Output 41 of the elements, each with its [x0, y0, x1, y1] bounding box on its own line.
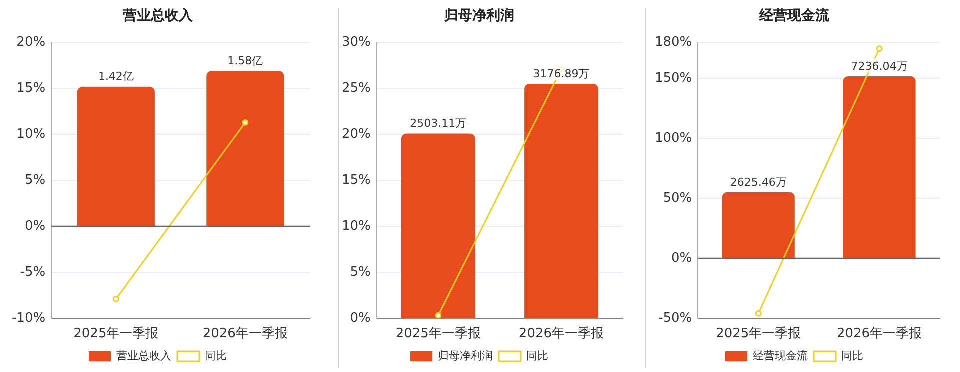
data-label: 3176.89万: [533, 67, 590, 80]
x-tick-label: 2025年一季报: [716, 326, 802, 342]
y-tick-label: 100%: [654, 131, 692, 146]
legend-label: 归母净利润: [438, 349, 493, 362]
y-tick-label: 180%: [654, 35, 692, 50]
y-tick-label: 20%: [342, 127, 371, 142]
x-tick-label: 2025年一季报: [74, 326, 159, 342]
data-label: 2625.46万: [730, 176, 787, 189]
data-label: 2503.11万: [410, 117, 467, 130]
y-tick-label: 50%: [663, 190, 692, 206]
chart-title: 营业总收入: [122, 8, 194, 24]
y-tick-label: -5%: [20, 264, 46, 280]
y-tick-label: 5%: [24, 172, 46, 188]
data-label: 1.42亿: [98, 70, 134, 84]
y-tick-label: 15%: [16, 81, 46, 96]
data-label: 7236.04万: [851, 60, 908, 73]
y-tick-label: 30%: [342, 35, 371, 50]
y-tick-label: 150%: [654, 71, 692, 86]
y-tick-label: 0%: [672, 250, 692, 266]
x-tick-label: 2025年一季报: [396, 326, 481, 342]
y-tick-label: 10%: [342, 218, 371, 234]
chart-title: 经营现金流: [758, 7, 830, 24]
x-tick-label: 2026年一季报: [518, 326, 604, 342]
x-tick-label: 2026年一季报: [836, 326, 922, 342]
legend-label: 同比: [526, 349, 548, 362]
y-tick-label: 0%: [350, 310, 371, 326]
legend-label: 同比: [205, 349, 227, 362]
y-tick-label: -10%: [12, 310, 46, 326]
legend-label: 营业总收入: [116, 349, 172, 362]
y-tick-label: 10%: [16, 127, 46, 142]
legend-label: 经营现金流: [753, 349, 808, 362]
y-tick-label: 0%: [24, 218, 46, 234]
legend-label: 同比: [842, 349, 864, 362]
x-tick-label: 2026年一季报: [202, 326, 288, 342]
y-tick-label: -50%: [658, 310, 692, 326]
y-tick-label: 20%: [16, 35, 46, 50]
y-tick-label: 5%: [350, 264, 371, 280]
y-tick-label: 25%: [342, 81, 371, 96]
data-label: 1.58亿: [228, 54, 264, 68]
y-tick-label: 15%: [342, 172, 371, 188]
chart-title: 归母净利润: [444, 7, 514, 24]
